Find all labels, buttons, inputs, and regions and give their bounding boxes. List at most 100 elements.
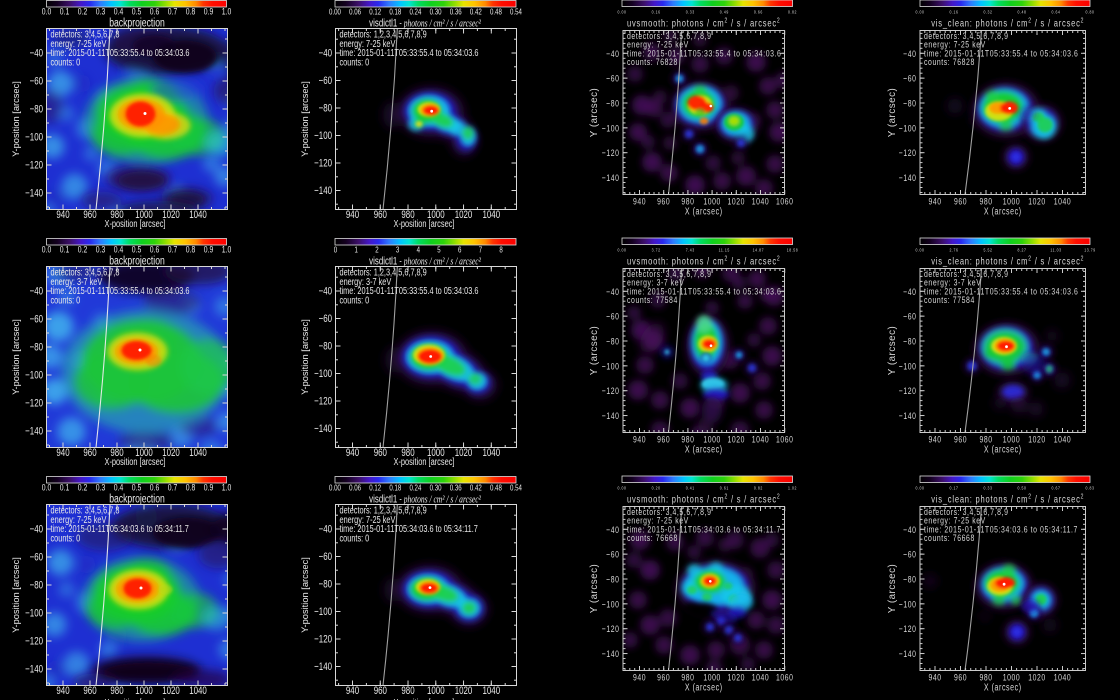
svg-text:960: 960 (657, 672, 670, 682)
svg-text:X (arcsec): X (arcsec) (984, 443, 1022, 454)
svg-text:1040: 1040 (752, 434, 770, 444)
svg-text:0.8: 0.8 (186, 244, 196, 254)
svg-text:−140: −140 (602, 173, 620, 183)
svg-text:940: 940 (346, 209, 359, 222)
svg-text:−60: −60 (606, 550, 619, 560)
svg-text:time: 2015-01-11T05:33:55.4 to: time: 2015-01-11T05:33:55.4 to 05:34:03.… (924, 285, 1078, 296)
svg-text:1040: 1040 (1054, 434, 1072, 444)
svg-text:−120: −120 (899, 624, 917, 634)
svg-text:counts: 0: counts: 0 (51, 532, 81, 543)
svg-text:0.82: 0.82 (754, 485, 763, 491)
svg-text:−100: −100 (25, 131, 43, 144)
svg-text:0.16: 0.16 (949, 9, 958, 15)
svg-text:backprojection: backprojection (109, 493, 165, 506)
svg-text:uvsmooth: photons / cm2 / s /: uvsmooth: photons / cm2 / s / arcsec2 (627, 17, 781, 29)
svg-text:−120: −120 (314, 157, 332, 170)
svg-text:0.00: 0.00 (915, 485, 924, 491)
svg-text:0.00: 0.00 (915, 9, 924, 15)
svg-text:−80: −80 (903, 336, 916, 346)
svg-text:980: 980 (979, 196, 992, 206)
svg-text:1020: 1020 (728, 672, 746, 682)
svg-text:−80: −80 (30, 341, 43, 354)
svg-text:0.2: 0.2 (78, 482, 88, 492)
svg-text:−40: −40 (903, 287, 916, 297)
svg-text:0.36: 0.36 (450, 482, 462, 492)
svg-text:−60: −60 (903, 312, 916, 322)
svg-text:−120: −120 (602, 148, 620, 158)
svg-text:7.43: 7.43 (686, 247, 695, 253)
svg-text:3: 3 (396, 244, 399, 254)
svg-text:detectors: 3,4,5,6,7,8,9: detectors: 3,4,5,6,7,8,9 (924, 30, 1008, 41)
svg-text:0.7: 0.7 (168, 6, 178, 16)
svg-text:1060: 1060 (776, 672, 794, 682)
svg-text:1020: 1020 (162, 209, 180, 222)
svg-text:−60: −60 (319, 313, 332, 326)
svg-text:energy: 7-25 keV: energy: 7-25 keV (340, 514, 396, 525)
svg-text:0.4: 0.4 (114, 244, 124, 254)
svg-text:−140: −140 (25, 425, 43, 438)
svg-text:−80: −80 (30, 579, 43, 592)
svg-text:980: 980 (110, 447, 123, 460)
svg-text:X (arcsec): X (arcsec) (685, 443, 723, 454)
svg-text:940: 940 (633, 672, 646, 682)
svg-text:time: 2015-01-11T05:34:03.6 to: time: 2015-01-11T05:34:03.6 to 05:34:11.… (627, 523, 781, 534)
svg-text:1060: 1060 (776, 434, 794, 444)
svg-text:−80: −80 (319, 340, 332, 353)
svg-text:0.16: 0.16 (652, 9, 661, 15)
svg-text:6: 6 (458, 244, 461, 254)
svg-text:0.12: 0.12 (369, 482, 381, 492)
svg-text:1.02: 1.02 (788, 485, 797, 491)
svg-text:1020: 1020 (455, 447, 473, 460)
svg-text:0.48: 0.48 (490, 6, 502, 16)
svg-text:1040: 1040 (189, 685, 207, 698)
svg-text:−100: −100 (899, 361, 917, 371)
svg-text:1020: 1020 (1028, 196, 1046, 206)
svg-text:detectors: 3,4,5,6,7,8: detectors: 3,4,5,6,7,8 (51, 266, 120, 277)
svg-text:X-position [arcsec]: X-position [arcsec] (105, 218, 166, 229)
svg-text:−100: −100 (314, 606, 332, 619)
svg-text:0.50: 0.50 (1017, 485, 1026, 491)
svg-text:detectors: 3,4,5,6,7,8,9: detectors: 3,4,5,6,7,8,9 (627, 506, 711, 517)
svg-text:energy: 3-7 keV: energy: 3-7 keV (924, 277, 981, 288)
svg-text:−100: −100 (899, 599, 917, 609)
svg-text:1000: 1000 (1003, 672, 1021, 682)
svg-text:0.48: 0.48 (490, 482, 502, 492)
svg-text:960: 960 (83, 685, 96, 698)
svg-text:0.00: 0.00 (617, 9, 626, 15)
svg-text:1040: 1040 (482, 447, 500, 460)
svg-text:counts: 77584: counts: 77584 (627, 294, 678, 305)
svg-text:0.20: 0.20 (652, 485, 661, 491)
svg-text:detectors: 3,4,5,6,7,8,9: detectors: 3,4,5,6,7,8,9 (924, 506, 1008, 517)
svg-text:−140: −140 (899, 173, 917, 183)
svg-text:1000: 1000 (703, 672, 721, 682)
svg-text:1000: 1000 (1003, 434, 1021, 444)
svg-text:1040: 1040 (752, 196, 770, 206)
svg-text:−140: −140 (899, 649, 917, 659)
svg-text:−140: −140 (25, 187, 43, 200)
svg-text:0.1: 0.1 (60, 6, 70, 16)
svg-text:0: 0 (334, 244, 337, 254)
svg-text:counts: 0: counts: 0 (340, 56, 370, 67)
svg-text:−80: −80 (30, 103, 43, 116)
svg-text:1000: 1000 (1003, 196, 1021, 206)
svg-text:0.00: 0.00 (617, 485, 626, 491)
svg-text:detectors: 1,2,3,4,5,6,7,8,9: detectors: 1,2,3,4,5,6,7,8,9 (340, 28, 427, 39)
svg-text:detectors: 3,4,5,6,7,8: detectors: 3,4,5,6,7,8 (51, 28, 120, 39)
svg-text:counts: 0: counts: 0 (51, 56, 81, 67)
svg-text:−80: −80 (606, 98, 619, 108)
svg-text:energy: 7-25 keV: energy: 7-25 keV (51, 38, 107, 49)
svg-text:0.9: 0.9 (204, 244, 214, 254)
svg-text:0.12: 0.12 (369, 6, 381, 16)
svg-text:−80: −80 (903, 98, 916, 108)
svg-text:0.33: 0.33 (983, 485, 992, 491)
svg-text:−140: −140 (314, 423, 332, 436)
svg-text:0.7: 0.7 (168, 244, 178, 254)
svg-text:2.76: 2.76 (949, 247, 958, 253)
svg-text:time: 2015-01-11T05:33:55.4 to: time: 2015-01-11T05:33:55.4 to 05:34:03.… (627, 285, 781, 296)
svg-text:980: 980 (401, 209, 414, 222)
svg-text:0.06: 0.06 (349, 6, 361, 16)
svg-text:0.30: 0.30 (430, 6, 442, 16)
svg-text:X-position [arcsec]: X-position [arcsec] (105, 697, 166, 700)
svg-text:−80: −80 (319, 578, 332, 591)
svg-text:0.4: 0.4 (114, 482, 124, 492)
